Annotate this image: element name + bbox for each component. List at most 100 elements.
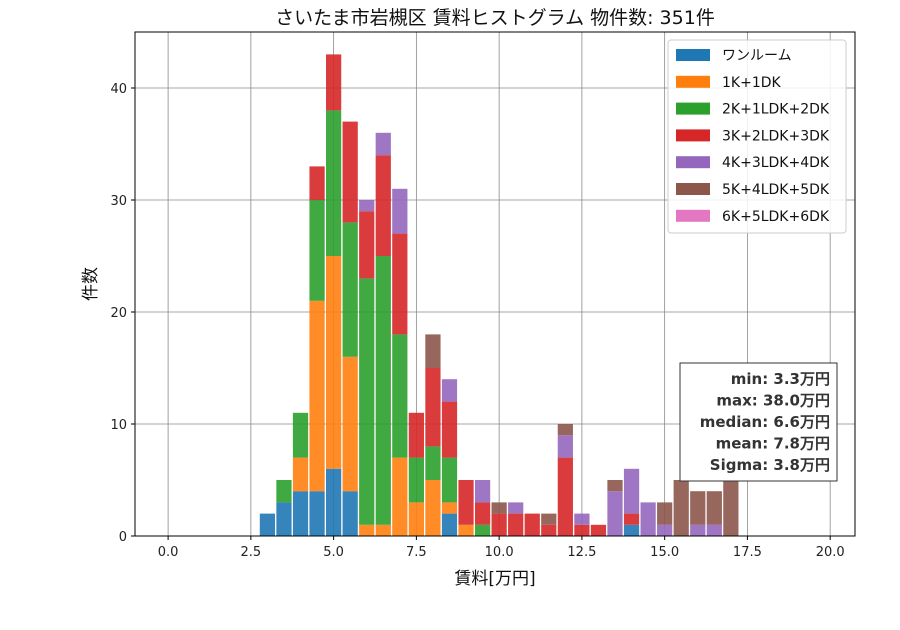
plot-frame [134,31,856,537]
bar-segment [309,166,325,200]
bar-segment [342,121,358,223]
axis-ticks: 0.0 2.5 5.0 7.5 10.0 12.5 15.0 17.5 20.0 0 10 20 30 4… [110,82,844,560]
bar-segment [474,524,491,536]
bar-segment [623,513,640,525]
x-tick-label: 20.0 [816,545,845,560]
bar-segment [508,513,524,536]
y-tick-label: 30 [110,194,127,209]
bar-segment [690,491,706,525]
bar-segment [640,502,656,536]
bar-segment [706,491,722,525]
bar-segment [557,457,573,536]
x-tick-label: 2.5 [241,545,262,560]
bar-segment [441,401,458,458]
bar-segment [441,513,458,536]
bar-segment [276,480,292,503]
bar-segment [342,491,358,536]
bar-segment [359,278,375,525]
bar-segment [375,155,391,256]
bar-segment [607,491,623,536]
bar-segment [326,110,342,257]
bar-segment [375,132,391,156]
stats-min: min: 3.3万円 [731,370,830,388]
bar-segment [309,200,325,301]
bar-segment [425,480,441,536]
y-tick-label: 20 [110,306,127,321]
bar-segment [326,256,342,469]
bar-segment [392,233,408,335]
bar-segment [359,211,375,279]
y-tick-label: 40 [110,82,127,97]
bar-segment [375,524,391,536]
legend-box [667,39,847,234]
legend-swatch [676,102,710,115]
legend-label: 3K+2LDK+3DK [722,128,830,144]
bar-segment [276,502,292,536]
y-tick-label: 0 [119,530,127,545]
x-tick-label: 10.0 [485,545,514,560]
bar-segment [557,435,573,458]
bar-segment [292,457,309,492]
bar-segment [392,334,408,458]
x-axis-title: 賃料[万円] [454,569,535,589]
bar-segment [342,222,358,357]
bar-segment [408,412,424,458]
bar-segment [458,480,474,525]
bar-segment [657,524,673,536]
bar-segment [392,188,408,234]
stats-box: min: 3.3万円 max: 38.0万円 median: 6.6万円 mean: … [679,362,838,482]
bar-segment [491,502,507,514]
stats-box-frame [679,362,838,482]
legend: ワンルーム 1K+1DK 2K+1LDK+2DK 3K+2LDK+3DK 4K+3LDK… [667,39,847,234]
x-tick-label: 5.0 [323,545,344,560]
stats-mean: mean: 7.8万円 [716,435,830,453]
bar-segment [408,457,424,503]
bar-segment [474,480,491,503]
x-tick-label: 12.5 [567,545,596,560]
legend-label: 6K+5LDK+6DK [722,209,830,225]
bar-segment [541,524,557,536]
bar-segment [657,502,673,525]
bar-segment [292,491,309,536]
x-tick-label: 17.5 [733,545,762,560]
bar-segment [425,446,441,480]
legend-swatch [676,156,710,169]
legend-swatch [676,209,710,222]
x-tick-label: 7.5 [406,545,427,560]
bar-segment [342,356,358,492]
bars [259,54,739,536]
bar-segment [474,502,491,525]
bar-segment [359,524,375,536]
legend-swatch [676,129,710,142]
bar-segment [607,480,623,492]
stats-max: max: 38.0万円 [716,392,830,410]
legend-label: ワンルーム [722,48,792,64]
bar-segment [458,524,474,536]
bar-segment [524,513,540,536]
bar-segment [690,524,706,536]
bar-segment [309,491,325,536]
bar-segment [326,468,342,536]
legend-swatch [676,75,710,88]
bar-segment [541,513,557,525]
bar-segment [309,300,325,492]
bar-segment [441,379,458,402]
bar-segment [706,524,722,536]
bar-segment [259,513,276,536]
bar-segment [491,513,507,536]
chart-title: さいたま市岩槻区 賃料ヒストグラム 物件数: 351件 [275,7,715,29]
y-tick-label: 10 [110,418,127,433]
legend-swatch [676,49,710,61]
bar-segment [723,480,739,536]
bar-segment [441,502,458,514]
bar-segment [590,524,607,536]
bar-segment [425,368,441,447]
legend-label: 2K+1LDK+2DK [722,102,830,118]
bar-segment [673,480,689,536]
bar-segment [359,200,375,212]
bar-segment [508,502,524,514]
bar-segment [623,524,640,536]
bar-segment [408,502,424,536]
bar-segment [574,524,590,536]
